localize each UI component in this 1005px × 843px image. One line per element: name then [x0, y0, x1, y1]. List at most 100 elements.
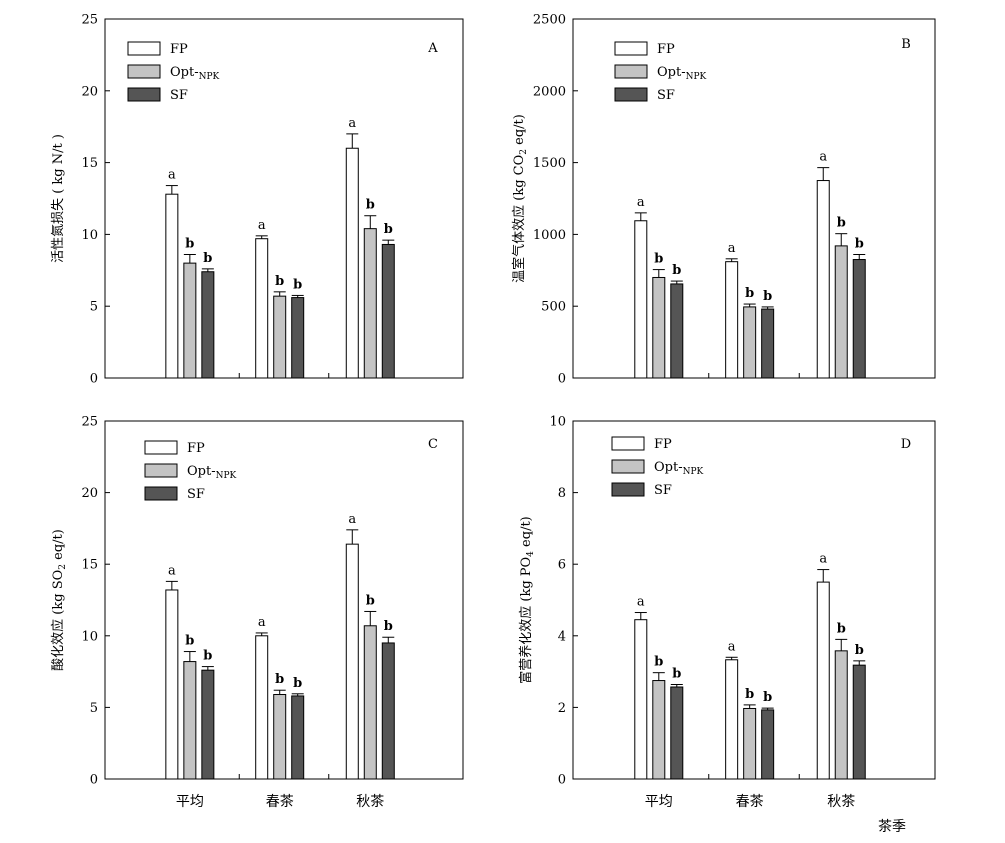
bar-opt — [183, 661, 197, 780]
y-tick-label: 20 — [81, 486, 98, 501]
y-tick-label: 8 — [558, 486, 566, 501]
bar-opt — [363, 228, 377, 379]
legend-label: Opt-NPK — [657, 65, 707, 82]
bar-fp — [634, 220, 648, 379]
significance-letter: b — [837, 621, 846, 636]
significance-letter: a — [819, 552, 827, 567]
significance-letter: b — [745, 286, 754, 301]
bar-fp — [345, 147, 359, 379]
bar-sf — [201, 669, 215, 780]
legend-swatch-sf — [614, 87, 648, 102]
panel-label: C — [428, 437, 438, 452]
significance-letter: a — [348, 116, 356, 131]
category-label: 春茶 — [266, 794, 294, 810]
legend-label: FP — [657, 42, 675, 57]
legend-swatch-fp — [127, 41, 161, 56]
significance-letter: b — [293, 277, 302, 292]
y-tick-label: 2 — [558, 701, 566, 716]
significance-letter: a — [637, 595, 645, 610]
bar-fp — [345, 543, 359, 780]
legend-label: Opt-NPK — [654, 460, 704, 477]
significance-letter: b — [763, 289, 772, 304]
legend-swatch-opt — [611, 459, 645, 474]
y-tick-label: 10 — [81, 228, 98, 243]
y-tick-label: 5 — [90, 701, 98, 716]
bar-opt — [273, 694, 287, 780]
significance-letter: b — [185, 634, 194, 649]
significance-letter: a — [258, 218, 266, 233]
significance-letter: b — [837, 216, 846, 231]
legend-label: Opt-NPK — [170, 65, 220, 82]
y-tick-label: 2000 — [533, 84, 566, 99]
legend-label: SF — [654, 483, 672, 498]
significance-letter: b — [654, 655, 663, 670]
y-tick-label: 4 — [558, 629, 566, 644]
bar-opt — [834, 245, 848, 379]
significance-letter: a — [258, 615, 266, 630]
legend-label: Opt-NPK — [187, 464, 237, 481]
panel-label: A — [427, 41, 438, 56]
bar-sf — [670, 283, 684, 379]
legend-swatch-opt — [614, 64, 648, 79]
y-tick-label: 0 — [558, 372, 566, 387]
y-tick-label: 0 — [558, 773, 566, 788]
bar-sf — [761, 308, 775, 379]
bar-opt — [743, 707, 757, 780]
y-tick-label: 1500 — [533, 156, 566, 171]
y-tick-label: 500 — [541, 300, 566, 315]
y-axis-label: 温室气体效应 (kg CO2 eq/t) — [511, 114, 529, 283]
legend-swatch-sf — [611, 482, 645, 497]
bar-sf — [670, 686, 684, 780]
bar-fp — [816, 581, 830, 780]
bar-fp — [725, 261, 739, 379]
significance-letter: b — [275, 672, 284, 687]
bar-sf — [201, 271, 215, 379]
legend-label: FP — [187, 441, 205, 456]
bar-fp — [255, 635, 269, 780]
significance-letter: b — [763, 690, 772, 705]
panel-label: B — [901, 37, 911, 52]
legend-label: SF — [187, 487, 205, 502]
y-axis-label: 活性氮损失 ( kg N/t ) — [51, 134, 66, 263]
legend-swatch-opt — [127, 64, 161, 79]
significance-letter: b — [366, 198, 375, 213]
significance-letter: b — [203, 251, 212, 266]
significance-letter: b — [745, 687, 754, 702]
significance-letter: b — [185, 237, 194, 252]
y-tick-label: 0 — [90, 372, 98, 387]
bar-fp — [634, 619, 648, 780]
bar-sf — [291, 297, 305, 379]
significance-letter: b — [293, 676, 302, 691]
bar-sf — [291, 695, 305, 780]
bar-sf — [381, 642, 395, 780]
y-tick-label: 25 — [81, 415, 98, 430]
bar-fp — [725, 659, 739, 780]
bar-opt — [652, 680, 666, 780]
significance-letter: b — [654, 252, 663, 267]
category-label: 春茶 — [736, 794, 764, 810]
bar-fp — [255, 238, 269, 379]
y-tick-label: 20 — [81, 84, 98, 99]
significance-letter: b — [855, 643, 864, 658]
significance-letter: a — [348, 512, 356, 527]
y-tick-label: 0 — [90, 773, 98, 788]
legend-swatch-sf — [127, 87, 161, 102]
y-tick-label: 2500 — [533, 13, 566, 28]
bar-sf — [852, 664, 866, 780]
significance-letter: b — [384, 222, 393, 237]
chart-panel-b: 0 500 1000 1500 2000 2500 温室气体效应 (kg CO2 eq/t)… — [511, 13, 936, 387]
bar-opt — [363, 625, 377, 780]
significance-letter: a — [637, 195, 645, 210]
bar-fp — [165, 589, 179, 780]
legend-swatch-sf — [144, 486, 178, 501]
legend-swatch-fp — [614, 41, 648, 56]
bar-opt — [183, 262, 197, 379]
bar-opt — [743, 306, 757, 379]
legend-swatch-fp — [611, 436, 645, 451]
y-tick-label: 5 — [90, 300, 98, 315]
legend-label: SF — [657, 88, 675, 103]
